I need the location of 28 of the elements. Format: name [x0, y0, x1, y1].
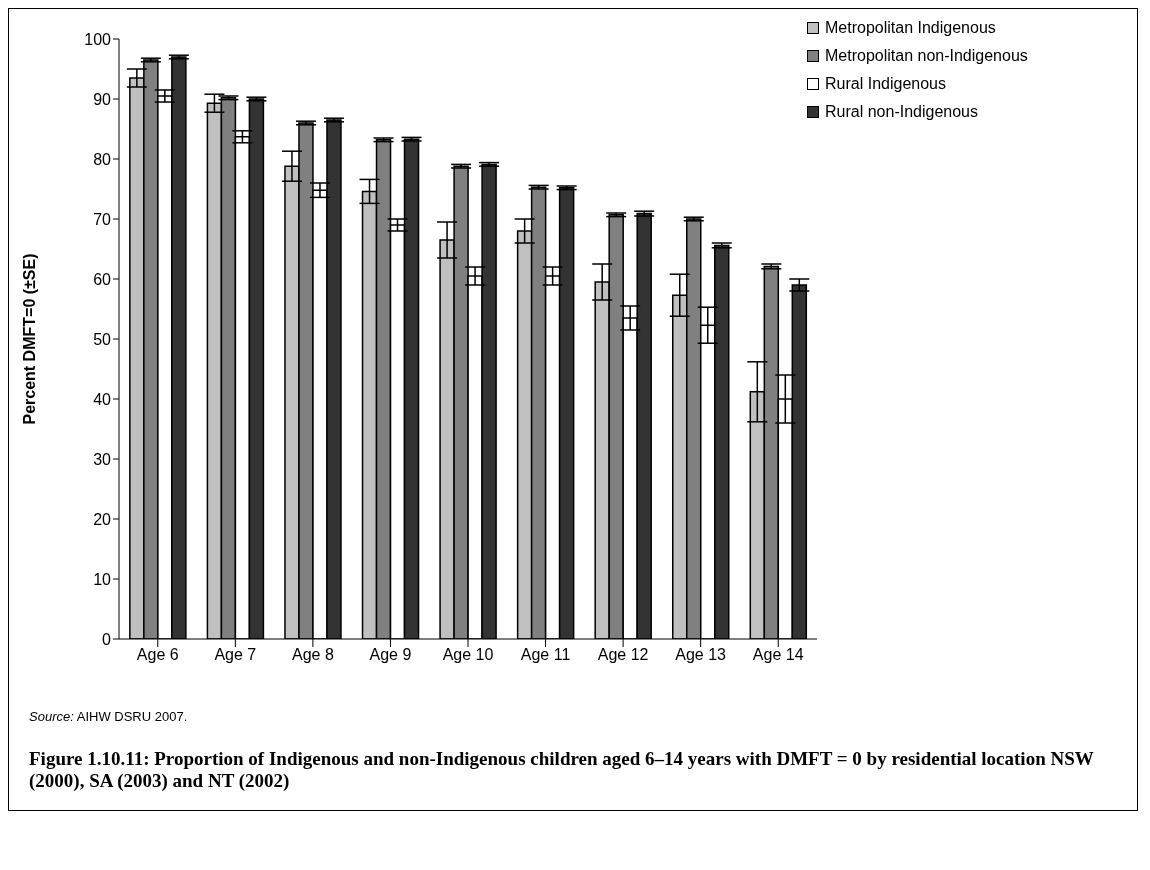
- x-tick-label: Age 13: [675, 646, 727, 664]
- x-tick-label: Age 6: [136, 646, 179, 664]
- x-tick-label: Age 14: [752, 646, 804, 664]
- x-tick-label: Age 12: [597, 646, 649, 664]
- legend-label: Rural Indigenous: [825, 75, 946, 93]
- legend-label: Rural non-Indigenous: [825, 103, 978, 121]
- x-tick-label: Age 8: [291, 646, 334, 664]
- y-tick-label: 20: [93, 510, 112, 528]
- y-tick-label: 80: [93, 150, 112, 168]
- y-tick-label: 100: [84, 30, 112, 48]
- legend-label: Metropolitan Indigenous: [825, 19, 996, 37]
- source-note: Source: AIHW DSRU 2007.: [29, 709, 188, 724]
- x-tick-label: Age 10: [442, 646, 494, 664]
- y-tick-label: 40: [93, 390, 112, 408]
- x-tick-label: Age 7: [214, 646, 257, 664]
- y-axis-title: Percent DMFT=0 (±SE): [20, 253, 38, 425]
- y-tick-label: 60: [93, 270, 112, 288]
- border-frame: Metropolitan Indigenous Metropolitan non-Indigenous Rural Indigenous Rural non-Indigenous Age 6 Age 7 Age 8 Age 9 Age 10 Age 11 Age 12 Age 13 Age 14 0 10 20 30 40 50 60 70 80 90 100 Percent DMFT=0 (±SE) Source: AIHW DSRU 2007. Figure 1.10.11: Proportion of Indigenous and non-Indigenous children aged 6–14 years with DMFT = 0 by residential location NSW (2000), SA (2003) and NT (2002): [8, 8, 1138, 811]
- y-tick-label: 0: [102, 630, 112, 648]
- legend-label: Metropolitan non-Indigenous: [825, 47, 1028, 65]
- y-tick-label: 50: [93, 330, 112, 348]
- text: Figure 1.10.11: Proportion of Indigenous and non-Indigenous children aged 6–14 years with DMFT = 0 by residential location NSW (2000), SA (2003) and NT (2002): [28, 747, 1095, 793]
- y-tick-label: 90: [93, 90, 112, 108]
- x-tick-label: Age 11: [520, 646, 571, 664]
- x-tick-label: Age 9: [369, 646, 412, 664]
- y-tick-label: 30: [93, 450, 112, 468]
- y-tick-label: 10: [93, 570, 112, 588]
- y-tick-label: 70: [93, 210, 112, 228]
